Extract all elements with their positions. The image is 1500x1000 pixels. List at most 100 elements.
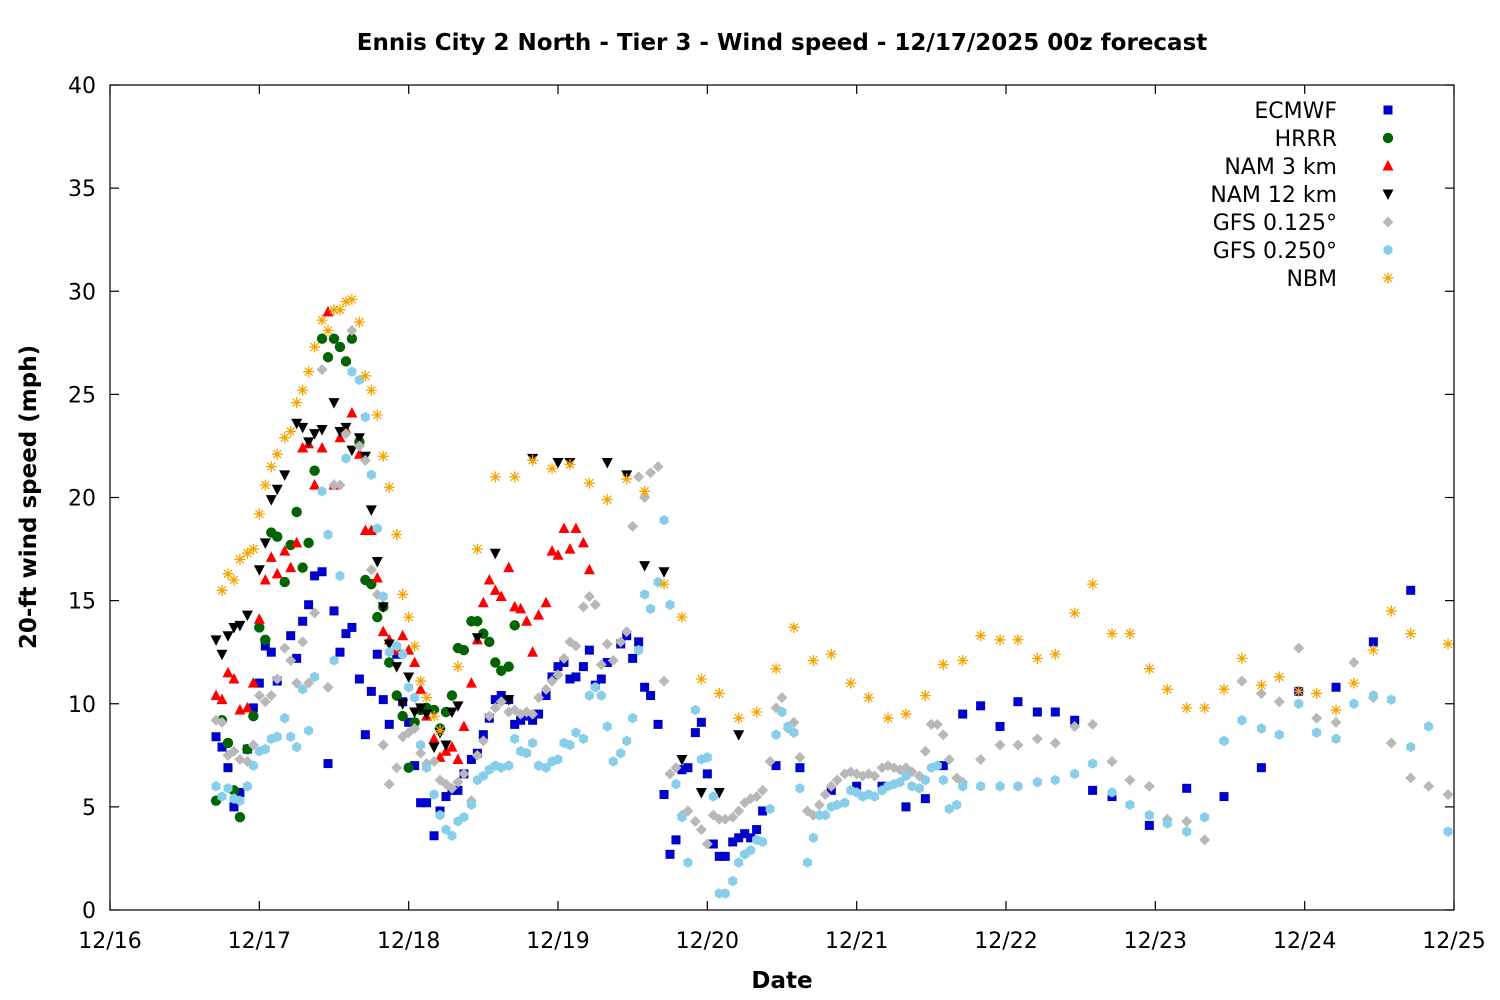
y-tick-label: 0 bbox=[82, 899, 96, 924]
data-point bbox=[690, 728, 700, 738]
data-point bbox=[415, 747, 427, 759]
data-point bbox=[1049, 648, 1061, 660]
data-point bbox=[659, 790, 669, 799]
data-point bbox=[422, 798, 432, 808]
data-point bbox=[634, 644, 644, 656]
data-point bbox=[602, 658, 612, 667]
data-point bbox=[695, 787, 707, 799]
data-point bbox=[819, 789, 831, 800]
data-point bbox=[397, 629, 409, 641]
data-point bbox=[371, 571, 383, 583]
data-point bbox=[708, 791, 718, 802]
data-point bbox=[751, 706, 763, 718]
data-point bbox=[303, 677, 315, 689]
data-point bbox=[328, 398, 340, 409]
data-point bbox=[720, 888, 730, 899]
data-point bbox=[601, 457, 613, 469]
data-point bbox=[820, 809, 830, 821]
data-point bbox=[1273, 671, 1285, 683]
data-point bbox=[234, 620, 246, 632]
data-point bbox=[789, 727, 799, 738]
data-point bbox=[1386, 694, 1396, 705]
x-tick-label: 12/18 bbox=[377, 929, 440, 954]
data-point bbox=[495, 590, 507, 601]
data-point bbox=[489, 548, 501, 560]
data-point bbox=[901, 802, 911, 812]
data-point bbox=[1368, 637, 1378, 647]
data-point bbox=[831, 774, 843, 786]
data-point bbox=[621, 473, 633, 485]
data-point bbox=[646, 691, 656, 700]
data-point bbox=[340, 356, 352, 367]
data-point bbox=[994, 634, 1006, 646]
data-point bbox=[527, 454, 539, 466]
legend-label: NAM 3 km bbox=[1224, 155, 1337, 180]
data-point bbox=[472, 616, 483, 627]
data-point bbox=[540, 596, 552, 608]
data-point bbox=[291, 536, 303, 548]
data-point bbox=[596, 690, 606, 701]
data-point bbox=[658, 578, 670, 590]
data-point bbox=[696, 717, 706, 727]
data-point bbox=[633, 471, 645, 483]
data-point bbox=[378, 591, 388, 602]
data-point bbox=[832, 799, 842, 811]
data-point bbox=[434, 725, 446, 737]
data-point bbox=[242, 781, 252, 792]
data-point bbox=[1050, 774, 1060, 786]
data-point bbox=[441, 792, 451, 802]
data-point bbox=[346, 445, 358, 457]
legend-marker bbox=[1382, 216, 1394, 228]
axis-ticks: 12/16 12/17 12/18 12/19 12/20 12/21 12/22 12/23… bbox=[68, 74, 1486, 954]
legend-label: HRRR bbox=[1275, 127, 1337, 152]
data-point bbox=[1199, 834, 1211, 846]
data-point bbox=[1032, 707, 1042, 717]
data-point bbox=[840, 797, 850, 808]
data-point bbox=[391, 662, 403, 673]
data-point bbox=[271, 484, 283, 496]
data-point bbox=[397, 710, 408, 722]
data-point bbox=[279, 432, 291, 444]
data-point bbox=[279, 576, 290, 588]
legend-marker bbox=[1382, 160, 1394, 171]
data-point bbox=[222, 666, 234, 678]
data-point bbox=[671, 778, 681, 790]
data-point bbox=[452, 661, 464, 673]
data-point bbox=[509, 600, 521, 612]
data-point bbox=[253, 508, 265, 520]
data-point bbox=[211, 732, 221, 742]
data-point bbox=[584, 645, 594, 655]
data-point bbox=[440, 740, 452, 751]
y-tick-label: 25 bbox=[68, 383, 96, 408]
data-point bbox=[458, 720, 470, 731]
data-point bbox=[920, 774, 930, 786]
data-point bbox=[553, 662, 563, 672]
data-point bbox=[1070, 768, 1080, 780]
data-point bbox=[1405, 772, 1417, 784]
data-point bbox=[271, 448, 283, 460]
y-tick-label: 15 bbox=[68, 590, 96, 615]
data-point bbox=[546, 463, 558, 475]
legend: ECMWF HRRR NAM 3 km NAM 12 km GFS 0.125° GFS … bbox=[1210, 99, 1394, 292]
data-point bbox=[260, 641, 270, 651]
data-point bbox=[441, 824, 451, 835]
data-point bbox=[428, 710, 440, 722]
data-point bbox=[446, 782, 458, 794]
data-point bbox=[702, 752, 712, 763]
data-point bbox=[477, 596, 489, 608]
data-point bbox=[210, 689, 222, 700]
data-point bbox=[329, 606, 339, 616]
data-point bbox=[1069, 607, 1081, 619]
data-point bbox=[446, 741, 458, 752]
data-point bbox=[683, 763, 693, 773]
data-point bbox=[671, 835, 681, 845]
data-point bbox=[259, 538, 271, 549]
data-point bbox=[248, 710, 259, 722]
data-point bbox=[895, 776, 905, 788]
data-point bbox=[303, 537, 314, 549]
data-point bbox=[297, 562, 308, 573]
data-point bbox=[371, 409, 383, 421]
data-point bbox=[919, 690, 931, 701]
data-point bbox=[446, 707, 458, 718]
data-point bbox=[377, 739, 389, 751]
